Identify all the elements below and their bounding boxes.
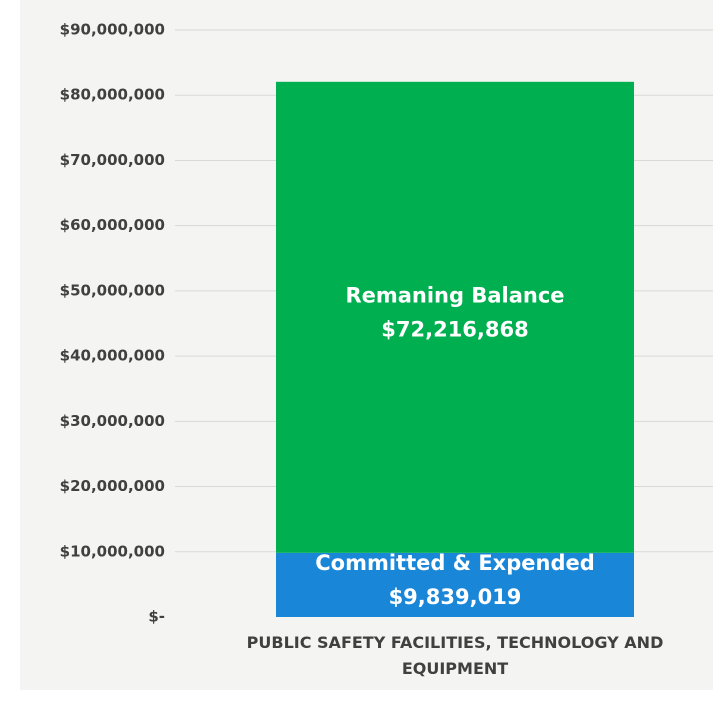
- y-tick-label: $90,000,000: [60, 21, 165, 39]
- y-tick-label: $20,000,000: [60, 477, 165, 495]
- x-tick-label: PUBLIC SAFETY FACILITIES, TECHNOLOGY AND…: [246, 633, 664, 678]
- y-tick-label: $-: [148, 608, 165, 626]
- y-tick-label: $30,000,000: [60, 412, 165, 430]
- y-tick-label: $50,000,000: [60, 281, 165, 299]
- bar-segment: [276, 552, 634, 617]
- y-tick-label: $60,000,000: [60, 216, 165, 234]
- y-tick-label: $40,000,000: [60, 347, 165, 365]
- data-label: $72,216,868: [381, 317, 528, 341]
- data-label: $9,839,019: [389, 585, 522, 609]
- data-label-name: Committed & Expended: [315, 551, 595, 575]
- y-tick-label: $70,000,000: [60, 151, 165, 169]
- y-tick-label: $10,000,000: [60, 542, 165, 560]
- data-label-name: Remaning Balance: [345, 283, 564, 307]
- y-tick-label: $80,000,000: [60, 86, 165, 104]
- bar-segment: [276, 81, 634, 553]
